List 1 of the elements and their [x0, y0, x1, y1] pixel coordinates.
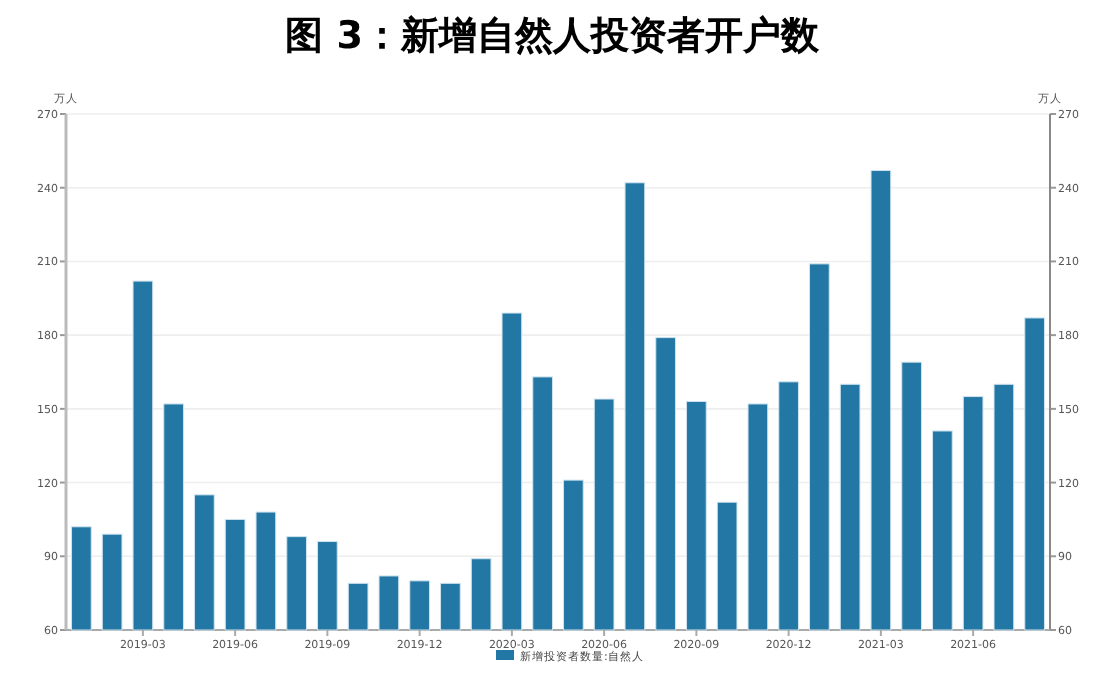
- title: 图 3：新增自然人投资者开户数: [285, 14, 819, 58]
